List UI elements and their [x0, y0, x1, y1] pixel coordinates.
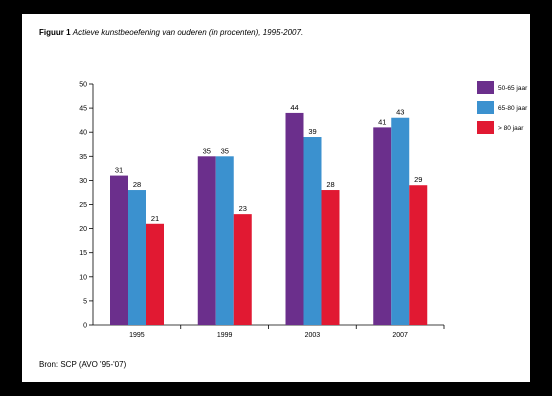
y-tick-label: 10: [79, 274, 87, 281]
data-label: 35: [203, 146, 211, 155]
data-label: 21: [151, 214, 159, 223]
bar: [146, 223, 164, 325]
legend-label: 50-65 jaar: [498, 85, 528, 92]
bar: [110, 175, 128, 325]
y-tick-label: 30: [79, 178, 87, 185]
legend-swatch: [477, 101, 494, 114]
data-label: 28: [326, 180, 334, 189]
data-label: 41: [378, 117, 386, 126]
y-tick-label: 45: [79, 106, 87, 113]
figure-number: Figuur 1: [39, 28, 71, 37]
y-tick-label: 50: [79, 82, 87, 89]
figure-title: Figuur 1 Actieve kunstbeoefening van oud…: [39, 28, 303, 37]
bar: [391, 117, 410, 326]
y-tick-label: 35: [79, 154, 87, 161]
bar: [128, 190, 146, 325]
data-label: 43: [396, 108, 404, 117]
data-label: 23: [239, 204, 247, 213]
data-label: 35: [221, 146, 229, 155]
data-label: 28: [133, 180, 141, 189]
y-tick-label: 25: [79, 202, 87, 209]
x-tick-label: 2003: [305, 332, 321, 339]
y-tick-label: 15: [79, 250, 87, 257]
legend-label: 65-80 jaar: [498, 105, 528, 112]
bar: [373, 127, 392, 325]
bar: [321, 190, 340, 325]
x-tick-label: 1995: [129, 332, 145, 339]
x-tick-label: 1999: [217, 332, 233, 339]
bar: [233, 214, 252, 325]
data-label: 44: [290, 103, 298, 112]
bar: [303, 137, 322, 325]
legend-label: > 80 jaar: [498, 125, 524, 132]
legend-swatch: [477, 81, 494, 94]
legend-swatch: [477, 121, 494, 134]
figure-panel: Figuur 1 Actieve kunstbeoefening van oud…: [22, 14, 530, 382]
y-tick-label: 0: [83, 323, 87, 330]
bar: [215, 156, 234, 325]
bar: [197, 156, 216, 325]
y-tick-label: 5: [83, 298, 87, 305]
data-label: 29: [414, 175, 422, 184]
y-tick-label: 40: [79, 130, 87, 137]
y-tick-label: 20: [79, 226, 87, 233]
figure-caption: Actieve kunstbeoefening van ouderen (in …: [72, 28, 304, 37]
source-note: Bron: SCP (AVO '95-'07): [39, 360, 127, 369]
data-label: 31: [115, 166, 123, 175]
bar: [409, 185, 428, 325]
data-label: 39: [308, 127, 316, 136]
bar-chart: 0 5 10 15 20 25 30 35 40 45 50 1995 1999 2003 2007 31 35…: [79, 81, 528, 339]
bar: [285, 112, 304, 325]
x-tick-label: 2007: [392, 332, 408, 339]
